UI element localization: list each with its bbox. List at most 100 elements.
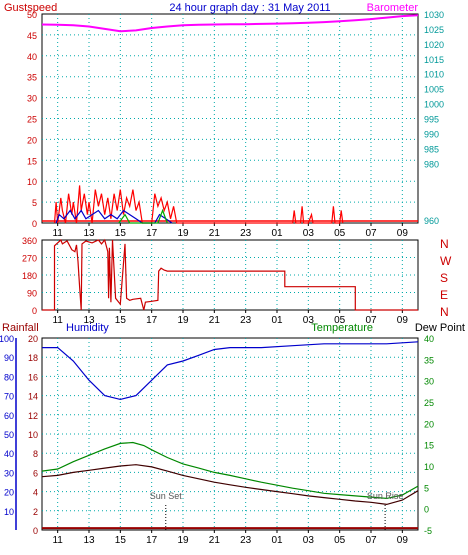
gustspeed-label: Gustspeed: [4, 2, 57, 14]
rain-axis-tick: 8: [33, 449, 38, 459]
temperature-axis-tick: 20: [424, 419, 434, 429]
direction-axis-tick: 270: [22, 254, 37, 264]
humidity-axis-tick: 100: [0, 334, 14, 344]
rain-axis-tick: 4: [33, 488, 38, 498]
x-tick-label: 15: [115, 228, 127, 239]
x-tick-label: 19: [177, 228, 189, 239]
sun-marker-label: Sun Rise: [367, 491, 404, 501]
x-tick-label: 21: [209, 228, 221, 239]
rain-axis-tick: 6: [33, 468, 38, 478]
gust-series: [53, 185, 344, 224]
x-tick-label: 09: [397, 228, 409, 239]
rain-axis-tick: 2: [33, 507, 38, 517]
humidity-axis-tick: 50: [4, 430, 14, 440]
barometer-axis-tick: 1005: [424, 85, 444, 95]
humidity-axis-tick: 40: [4, 449, 14, 459]
gust-axis-tick: 10: [27, 177, 37, 187]
wind-direction-series: [42, 238, 418, 311]
temperature-axis-tick: 30: [424, 377, 434, 387]
x-tick-label: 17: [146, 535, 158, 546]
rain-axis-tick: 18: [28, 353, 38, 363]
gust-axis-tick: 25: [27, 115, 37, 125]
gust-axis-tick: 0: [32, 219, 37, 229]
x-tick-label: 15: [115, 535, 127, 546]
x-tick-label: 03: [303, 228, 315, 239]
legend-humidity: Humidity: [66, 322, 109, 334]
rain-axis-tick: 20: [28, 334, 38, 344]
rain-axis-tick: 16: [28, 372, 38, 382]
temperature-series: [41, 441, 419, 500]
barometer-label: Barometer: [367, 2, 419, 14]
x-tick-label: 07: [365, 228, 377, 239]
x-tick-label: 19: [177, 535, 189, 546]
humidity-axis-tick: 10: [4, 507, 14, 517]
humidity-axis-tick: 80: [4, 372, 14, 382]
x-tick-label: 21: [209, 535, 221, 546]
rain-axis-tick: 12: [28, 411, 38, 421]
dewpoint-series: [41, 464, 419, 506]
wind_extra-series: [118, 208, 168, 224]
gust-axis-tick: 15: [27, 156, 37, 166]
barometer-axis-tick: 1010: [424, 70, 444, 80]
data-series: [41, 14, 419, 530]
direction-axis-tick: 90: [27, 289, 37, 299]
temperature-axis-tick: -5: [424, 526, 432, 536]
compass-label: W: [440, 254, 452, 268]
humidity-axis-tick: 20: [4, 488, 14, 498]
temperature-axis-tick: 15: [424, 441, 434, 451]
x-tick-label: 05: [334, 535, 346, 546]
temperature-axis-tick: 25: [424, 398, 434, 408]
barometer-axis-tick: 1015: [424, 55, 444, 65]
x-tick-label: 01: [271, 315, 283, 326]
humidity-axis-tick: 60: [4, 411, 14, 421]
x-tick-label: 03: [303, 315, 315, 326]
x-tick-label: 21: [209, 315, 221, 326]
direction-axis-tick: 180: [22, 271, 37, 281]
legend-rainfall: Rainfall: [2, 322, 39, 334]
x-tick-label: 23: [240, 535, 252, 546]
x-tick-label: 07: [365, 315, 377, 326]
axis-tick-labels: 0510152025303540455098098599099510001005…: [0, 10, 444, 546]
rain-axis-tick: 14: [28, 392, 38, 402]
gust-axis-tick: 45: [27, 31, 37, 41]
rain-axis-tick: 0: [33, 526, 38, 536]
barometer-series: [41, 14, 419, 33]
direction-axis-tick: 360: [22, 236, 37, 246]
barometer-axis-tick: 980: [424, 159, 439, 169]
x-tick-label: 11: [52, 228, 63, 239]
humidity-axis-tick: 30: [4, 468, 14, 478]
temperature-axis-tick: 5: [424, 483, 429, 493]
barometer-axis-tick: 995: [424, 115, 439, 125]
rain-axis-tick: 10: [28, 430, 38, 440]
humidity-axis-tick: 90: [4, 353, 14, 363]
x-tick-label: 13: [83, 535, 95, 546]
x-tick-label: 01: [271, 535, 283, 546]
x-tick-label: 19: [177, 315, 189, 326]
compass-label: S: [440, 271, 448, 285]
direction-axis-tick: 0: [32, 306, 37, 316]
x-tick-label: 09: [397, 535, 409, 546]
compass-label: E: [440, 288, 448, 302]
gust-axis-tick: 35: [27, 73, 37, 83]
barometer-axis-tick: 985: [424, 144, 439, 154]
gust-axis-tick: 5: [32, 198, 37, 208]
humidity-axis-tick: 70: [4, 392, 14, 402]
x-tick-label: 03: [303, 535, 315, 546]
gust-axis-tick: 20: [27, 135, 37, 145]
x-tick-label: 23: [240, 315, 252, 326]
x-tick-label: 15: [115, 315, 127, 326]
barometer-axis-tick: 1030: [424, 10, 444, 20]
compass-label: N: [440, 237, 449, 251]
temperature-axis-tick: 35: [424, 355, 434, 365]
humidity-series: [42, 341, 419, 401]
x-tick-label: 09: [397, 315, 409, 326]
compass-label: N: [440, 305, 449, 319]
x-tick-label: 23: [240, 228, 252, 239]
temperature-axis-tick: 10: [424, 462, 434, 472]
x-tick-label: 17: [146, 228, 158, 239]
sun-annotations: Sun Set Sun Rise: [150, 491, 404, 530]
x-tick-label: 13: [83, 315, 95, 326]
legend-dew-point: Dew Point: [415, 322, 465, 334]
